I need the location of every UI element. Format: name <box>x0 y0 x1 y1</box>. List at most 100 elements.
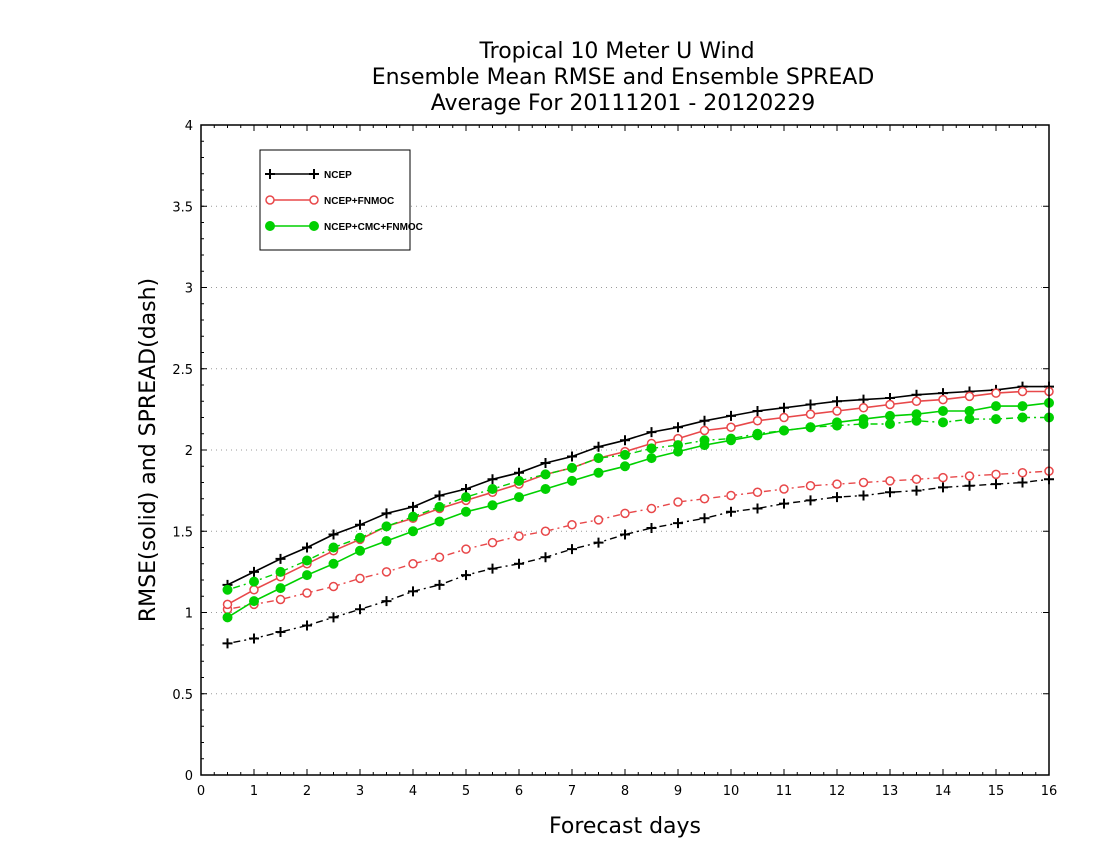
ncep-spread-point <box>514 558 524 569</box>
ncep-spread-point <box>991 479 1001 490</box>
title-line-3: Average For 20111201 - 20120229 <box>431 91 816 116</box>
ncep-spread-point <box>673 518 683 529</box>
ncep-rmse-point <box>302 542 312 553</box>
ncep-fnmoc-spread-point <box>302 588 312 598</box>
ncep-fnmoc-spread-point <box>858 477 869 488</box>
ncep-spread-point <box>540 552 551 563</box>
ncep-rmse-point <box>434 490 445 501</box>
ncep-rmse-point <box>726 410 736 421</box>
ncep-fnmoc-spread-point <box>779 484 789 494</box>
ncep-cmc-fnmoc-rmse-point <box>885 410 895 421</box>
ncep-cmc-fnmoc-rmse-point <box>355 545 365 556</box>
ncep-cmc-fnmoc-rmse-point <box>752 430 763 441</box>
ncep-cmc-fnmoc-spread-point <box>646 443 657 454</box>
x-tick-label: 13 <box>882 784 899 799</box>
legend-marker <box>265 221 275 231</box>
ncep-fnmoc-spread-point <box>911 474 922 484</box>
ncep-cmc-fnmoc-spread-point <box>434 501 445 512</box>
ncep-fnmoc-spread-point <box>434 552 445 562</box>
x-tick-label: 7 <box>568 784 576 799</box>
ncep-cmc-fnmoc-spread-point <box>328 542 339 553</box>
ncep-cmc-fnmoc-rmse-point <box>673 446 683 457</box>
x-tick-label: 11 <box>776 784 793 799</box>
ncep-fnmoc-rmse-point <box>832 406 842 416</box>
legend-marker <box>265 169 275 179</box>
ncep-rmse-point <box>699 415 710 426</box>
ncep-fnmoc-spread-point <box>514 531 524 541</box>
ncep-spread-point <box>567 544 577 555</box>
ncep-cmc-fnmoc-spread-line <box>227 416 1049 591</box>
y-tick-label: 2 <box>185 444 193 459</box>
ncep-spread-point <box>779 498 789 509</box>
ncep-fnmoc-spread-point <box>1017 468 1028 478</box>
ncep-spread-point <box>752 503 763 514</box>
ncep-spread-point <box>461 570 471 581</box>
ncep-spread-point <box>911 485 922 496</box>
ncep-fnmoc-rmse-point <box>752 416 763 426</box>
y-tick-label: 1 <box>185 607 193 622</box>
ncep-spread-point <box>355 604 365 615</box>
ncep-fnmoc-rmse-line <box>227 390 1049 606</box>
y-tick-label: 0.5 <box>172 688 193 703</box>
legend-item-ncep-cmc-fnmoc: NCEP+CMC+FNMOC <box>265 221 423 233</box>
ncep-fnmoc-rmse-point <box>938 394 948 405</box>
y-tick-label: 1.5 <box>172 525 193 540</box>
ncep-cmc-fnmoc-rmse-point <box>779 425 789 436</box>
ncep-rmse-point <box>381 508 392 519</box>
ncep-cmc-fnmoc-rmse-series <box>222 397 1054 623</box>
ncep-fnmoc-rmse-point <box>911 396 922 406</box>
ncep-fnmoc-spread-point <box>355 573 365 584</box>
ncep-fnmoc-rmse-point <box>885 399 895 410</box>
ncep-cmc-fnmoc-rmse-point <box>461 506 471 517</box>
x-tick-label: 14 <box>935 784 952 799</box>
ncep-cmc-fnmoc-spread-point <box>408 511 418 522</box>
x-tick-label: 4 <box>409 784 417 799</box>
ncep-fnmoc-spread-point <box>699 494 710 504</box>
ncep-cmc-fnmoc-rmse-point <box>911 409 922 420</box>
ncep-spread-point <box>699 513 710 524</box>
ncep-cmc-fnmoc-spread-point <box>567 462 577 473</box>
ncep-rmse-point <box>328 529 339 540</box>
ncep-fnmoc-spread-point <box>275 594 286 605</box>
ncep-fnmoc-rmse-point <box>726 422 736 432</box>
ncep-cmc-fnmoc-rmse-point <box>726 435 736 446</box>
ncep-fnmoc-spread-point <box>832 479 842 489</box>
ncep-fnmoc-spread-point <box>461 544 471 554</box>
ncep-rmse-point <box>832 396 842 407</box>
legend: NCEP NCEP+FNMOC NCEP+CMC+FNMOC <box>259 149 423 251</box>
title-line-2: Ensemble Mean RMSE and Ensemble SPREAD <box>372 65 875 90</box>
ncep-cmc-fnmoc-rmse-point <box>302 570 312 581</box>
legend-marker <box>309 195 319 205</box>
ncep-cmc-fnmoc-rmse-point <box>593 467 604 478</box>
ncep-spread-point <box>1017 477 1028 488</box>
title-line-1: Tropical 10 Meter U Wind <box>478 39 754 64</box>
ncep-cmc-fnmoc-spread-point <box>222 584 233 595</box>
ncep-cmc-fnmoc-spread-point <box>540 469 551 480</box>
ncep-rmse-point <box>408 501 418 512</box>
ncep-fnmoc-rmse-point <box>1017 386 1028 397</box>
ncep-rmse-point <box>646 427 657 438</box>
ncep-cmc-fnmoc-rmse-point <box>275 583 286 594</box>
ncep-cmc-fnmoc-rmse-point <box>567 475 577 486</box>
ncep-cmc-fnmoc-spread-series <box>222 412 1054 595</box>
ncep-spread-point <box>858 490 869 501</box>
series-layer <box>222 381 1054 649</box>
ncep-cmc-fnmoc-rmse-point <box>938 406 948 416</box>
ncep-spread-point <box>938 482 948 493</box>
ncep-fnmoc-rmse-point <box>779 412 789 423</box>
ncep-spread-point <box>275 627 286 637</box>
ncep-rmse-point <box>249 566 259 577</box>
ncep-cmc-fnmoc-spread-point <box>249 576 259 587</box>
ncep-rmse-point <box>779 402 789 413</box>
ncep-cmc-fnmoc-spread-point <box>991 414 1001 425</box>
legend-item-ncep-fnmoc: NCEP+FNMOC <box>265 195 394 207</box>
ncep-rmse-point <box>540 458 551 468</box>
ncep-cmc-fnmoc-rmse-point <box>434 516 445 527</box>
ncep-fnmoc-spread-point <box>487 537 498 548</box>
ncep-spread-point <box>434 579 445 590</box>
ncep-cmc-fnmoc-rmse-point <box>487 500 498 511</box>
ncep-cmc-fnmoc-rmse-point <box>620 461 630 472</box>
x-tick-label: 10 <box>723 784 740 799</box>
ncep-spread-line <box>227 478 1050 645</box>
